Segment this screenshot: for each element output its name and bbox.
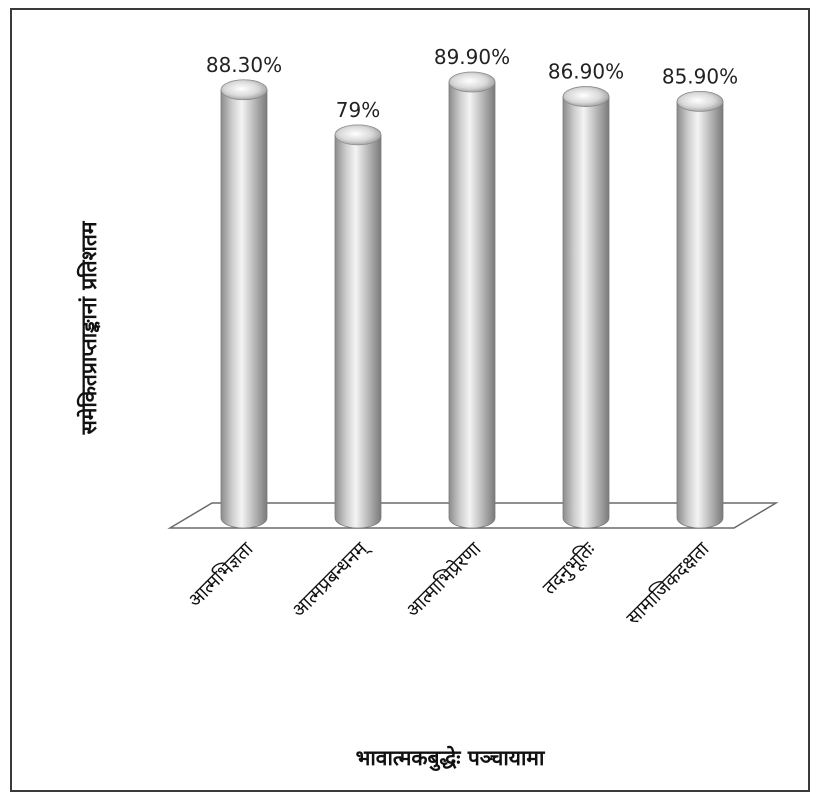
value-label-1: 88.30%	[206, 53, 282, 77]
bar-cap	[220, 79, 268, 101]
bar-body	[334, 134, 382, 529]
bar-3	[448, 71, 496, 529]
bar-body	[562, 96, 610, 529]
bar-chart: 88.30%79%89.90%86.90% 85.90% आत्मभिज्ञता आ…	[76, 45, 779, 772]
tick-labels-group: आत्मभिज्ञता आत्मप्रबन्धनम् आत्माभिप्रेरणा त…	[183, 536, 714, 629]
chart-frame: 88.30% 79% 89.90% 86.90% 85.90% आत्मभिज्ञता आ…	[10, 8, 810, 792]
bar-cap	[562, 86, 610, 107]
bar-4	[562, 86, 610, 529]
bar-1	[220, 79, 268, 529]
bar-cap	[676, 90, 724, 112]
bar-body	[676, 100, 724, 529]
bar-2	[334, 124, 382, 529]
bar-cap	[334, 124, 382, 146]
x-axis-title: भावात्मकबुद्धेः पञ्चायामा	[356, 745, 546, 772]
value-label-3: 89.90%	[434, 45, 510, 69]
value-label-2: 79%	[336, 98, 380, 122]
value-label-4: 86.90%	[548, 60, 624, 84]
x-tick-label-2: आत्मप्रबन्धनम्	[288, 536, 374, 622]
x-tick-label-4: तदनुभूतिः	[538, 536, 601, 599]
bar-cap	[448, 71, 496, 93]
bar-5	[676, 90, 724, 529]
x-tick-label-5: सामाजिकदक्षता	[622, 537, 715, 630]
value-labels-group: 88.30% 79% 89.90% 86.90% 85.90%	[206, 45, 738, 122]
bar-body	[448, 81, 496, 529]
bars-group	[220, 71, 724, 529]
x-tick-label-3: आत्माभिप्रेरणा	[401, 537, 486, 622]
y-axis-title: समेकितप्राप्ताङ्कानां प्रतिशतम	[76, 220, 101, 435]
value-label-5: 85.90%	[662, 64, 738, 88]
bar-body	[220, 89, 268, 529]
x-tick-label-1: आत्मभिज्ञता	[183, 537, 258, 612]
